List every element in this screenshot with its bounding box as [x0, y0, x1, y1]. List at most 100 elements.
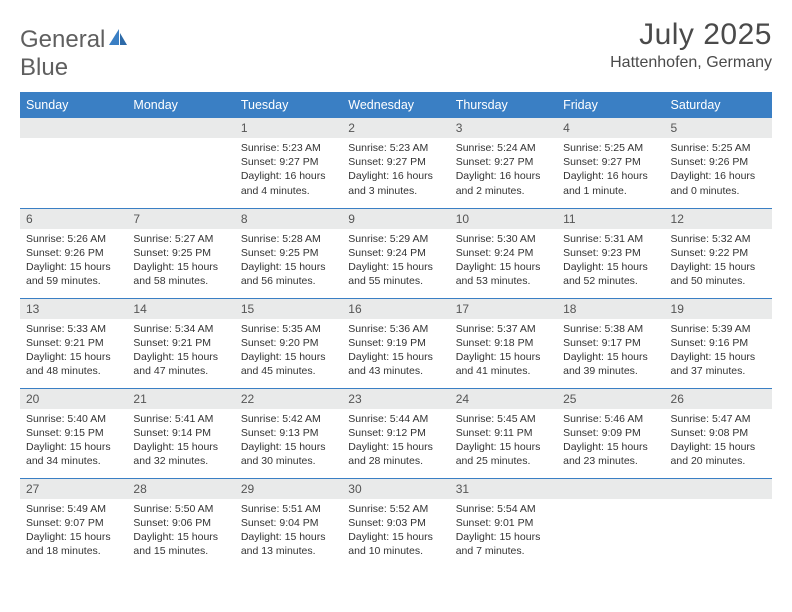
day-number: 5: [665, 118, 772, 138]
day-content: Sunrise: 5:28 AMSunset: 9:25 PMDaylight:…: [235, 229, 342, 295]
day-content: Sunrise: 5:50 AMSunset: 9:06 PMDaylight:…: [127, 499, 234, 565]
day-cell: 16Sunrise: 5:36 AMSunset: 9:19 PMDayligh…: [342, 298, 449, 388]
day-content: Sunrise: 5:23 AMSunset: 9:27 PMDaylight:…: [342, 138, 449, 204]
calendar-row: 27Sunrise: 5:49 AMSunset: 9:07 PMDayligh…: [20, 478, 772, 568]
day-cell: 19Sunrise: 5:39 AMSunset: 9:16 PMDayligh…: [665, 298, 772, 388]
day-number: 24: [450, 389, 557, 409]
day-cell: 18Sunrise: 5:38 AMSunset: 9:17 PMDayligh…: [557, 298, 664, 388]
day-cell: 21Sunrise: 5:41 AMSunset: 9:14 PMDayligh…: [127, 388, 234, 478]
day-cell: 7Sunrise: 5:27 AMSunset: 9:25 PMDaylight…: [127, 208, 234, 298]
day-content: Sunrise: 5:37 AMSunset: 9:18 PMDaylight:…: [450, 319, 557, 385]
day-content: Sunrise: 5:47 AMSunset: 9:08 PMDaylight:…: [665, 409, 772, 475]
day-number: 7: [127, 209, 234, 229]
day-content: Sunrise: 5:32 AMSunset: 9:22 PMDaylight:…: [665, 229, 772, 295]
day-content: Sunrise: 5:54 AMSunset: 9:01 PMDaylight:…: [450, 499, 557, 565]
title-block: July 2025 Hattenhofen, Germany: [610, 18, 772, 72]
day-number: 14: [127, 299, 234, 319]
day-content: Sunrise: 5:49 AMSunset: 9:07 PMDaylight:…: [20, 499, 127, 565]
day-cell: 31Sunrise: 5:54 AMSunset: 9:01 PMDayligh…: [450, 478, 557, 568]
day-cell: 9Sunrise: 5:29 AMSunset: 9:24 PMDaylight…: [342, 208, 449, 298]
day-content: Sunrise: 5:52 AMSunset: 9:03 PMDaylight:…: [342, 499, 449, 565]
day-number: 6: [20, 209, 127, 229]
location-label: Hattenhofen, Germany: [610, 54, 772, 72]
day-number: 1: [235, 118, 342, 138]
day-cell: 13Sunrise: 5:33 AMSunset: 9:21 PMDayligh…: [20, 298, 127, 388]
day-content: Sunrise: 5:38 AMSunset: 9:17 PMDaylight:…: [557, 319, 664, 385]
day-content: Sunrise: 5:51 AMSunset: 9:04 PMDaylight:…: [235, 499, 342, 565]
day-cell: 1Sunrise: 5:23 AMSunset: 9:27 PMDaylight…: [235, 118, 342, 208]
weekday-header: Friday: [557, 92, 664, 118]
day-number: 23: [342, 389, 449, 409]
empty-cell: [557, 478, 664, 568]
day-number: 18: [557, 299, 664, 319]
day-number: 8: [235, 209, 342, 229]
day-cell: 11Sunrise: 5:31 AMSunset: 9:23 PMDayligh…: [557, 208, 664, 298]
day-cell: 12Sunrise: 5:32 AMSunset: 9:22 PMDayligh…: [665, 208, 772, 298]
day-content: Sunrise: 5:45 AMSunset: 9:11 PMDaylight:…: [450, 409, 557, 475]
weekday-header: Sunday: [20, 92, 127, 118]
calendar-table: SundayMondayTuesdayWednesdayThursdayFrid…: [20, 92, 772, 568]
weekday-header: Wednesday: [342, 92, 449, 118]
day-number: 31: [450, 479, 557, 499]
day-number: 29: [235, 479, 342, 499]
empty-cell: [127, 118, 234, 208]
day-content: Sunrise: 5:34 AMSunset: 9:21 PMDaylight:…: [127, 319, 234, 385]
day-content: Sunrise: 5:31 AMSunset: 9:23 PMDaylight:…: [557, 229, 664, 295]
calendar-body: 1Sunrise: 5:23 AMSunset: 9:27 PMDaylight…: [20, 118, 772, 568]
day-number: 25: [557, 389, 664, 409]
day-number: 10: [450, 209, 557, 229]
weekday-header: Thursday: [450, 92, 557, 118]
day-content: Sunrise: 5:23 AMSunset: 9:27 PMDaylight:…: [235, 138, 342, 204]
day-number: 28: [127, 479, 234, 499]
day-content: Sunrise: 5:40 AMSunset: 9:15 PMDaylight:…: [20, 409, 127, 475]
day-content: Sunrise: 5:27 AMSunset: 9:25 PMDaylight:…: [127, 229, 234, 295]
day-number: 21: [127, 389, 234, 409]
day-cell: 28Sunrise: 5:50 AMSunset: 9:06 PMDayligh…: [127, 478, 234, 568]
day-cell: 27Sunrise: 5:49 AMSunset: 9:07 PMDayligh…: [20, 478, 127, 568]
calendar-page: General July 2025 Hattenhofen, Germany B…: [0, 0, 792, 568]
weekday-header: Saturday: [665, 92, 772, 118]
day-cell: 14Sunrise: 5:34 AMSunset: 9:21 PMDayligh…: [127, 298, 234, 388]
day-cell: 23Sunrise: 5:44 AMSunset: 9:12 PMDayligh…: [342, 388, 449, 478]
weekday-header: Monday: [127, 92, 234, 118]
day-number: 30: [342, 479, 449, 499]
day-number: 15: [235, 299, 342, 319]
calendar-row: 6Sunrise: 5:26 AMSunset: 9:26 PMDaylight…: [20, 208, 772, 298]
month-title: July 2025: [610, 18, 772, 52]
day-cell: 2Sunrise: 5:23 AMSunset: 9:27 PMDaylight…: [342, 118, 449, 208]
sail-icon: [107, 27, 129, 49]
calendar-row: 20Sunrise: 5:40 AMSunset: 9:15 PMDayligh…: [20, 388, 772, 478]
day-cell: 15Sunrise: 5:35 AMSunset: 9:20 PMDayligh…: [235, 298, 342, 388]
calendar-head: SundayMondayTuesdayWednesdayThursdayFrid…: [20, 92, 772, 118]
day-cell: 8Sunrise: 5:28 AMSunset: 9:25 PMDaylight…: [235, 208, 342, 298]
day-content: Sunrise: 5:35 AMSunset: 9:20 PMDaylight:…: [235, 319, 342, 385]
day-cell: 26Sunrise: 5:47 AMSunset: 9:08 PMDayligh…: [665, 388, 772, 478]
day-number: 26: [665, 389, 772, 409]
day-cell: 3Sunrise: 5:24 AMSunset: 9:27 PMDaylight…: [450, 118, 557, 208]
day-content: Sunrise: 5:41 AMSunset: 9:14 PMDaylight:…: [127, 409, 234, 475]
day-content: Sunrise: 5:42 AMSunset: 9:13 PMDaylight:…: [235, 409, 342, 475]
day-number: 16: [342, 299, 449, 319]
day-number: 27: [20, 479, 127, 499]
brand-logo: General: [20, 26, 129, 54]
weekday-header: Tuesday: [235, 92, 342, 118]
day-number: 12: [665, 209, 772, 229]
day-content: Sunrise: 5:24 AMSunset: 9:27 PMDaylight:…: [450, 138, 557, 204]
day-content: Sunrise: 5:46 AMSunset: 9:09 PMDaylight:…: [557, 409, 664, 475]
day-cell: 4Sunrise: 5:25 AMSunset: 9:27 PMDaylight…: [557, 118, 664, 208]
day-number: 2: [342, 118, 449, 138]
day-content: Sunrise: 5:39 AMSunset: 9:16 PMDaylight:…: [665, 319, 772, 385]
day-cell: 25Sunrise: 5:46 AMSunset: 9:09 PMDayligh…: [557, 388, 664, 478]
day-content: Sunrise: 5:33 AMSunset: 9:21 PMDaylight:…: [20, 319, 127, 385]
day-cell: 24Sunrise: 5:45 AMSunset: 9:11 PMDayligh…: [450, 388, 557, 478]
day-cell: 17Sunrise: 5:37 AMSunset: 9:18 PMDayligh…: [450, 298, 557, 388]
calendar-row: 13Sunrise: 5:33 AMSunset: 9:21 PMDayligh…: [20, 298, 772, 388]
day-cell: 10Sunrise: 5:30 AMSunset: 9:24 PMDayligh…: [450, 208, 557, 298]
day-content: Sunrise: 5:29 AMSunset: 9:24 PMDaylight:…: [342, 229, 449, 295]
day-content: Sunrise: 5:30 AMSunset: 9:24 PMDaylight:…: [450, 229, 557, 295]
day-number: 22: [235, 389, 342, 409]
day-number: 13: [20, 299, 127, 319]
day-number: 19: [665, 299, 772, 319]
day-number: 9: [342, 209, 449, 229]
day-cell: 29Sunrise: 5:51 AMSunset: 9:04 PMDayligh…: [235, 478, 342, 568]
